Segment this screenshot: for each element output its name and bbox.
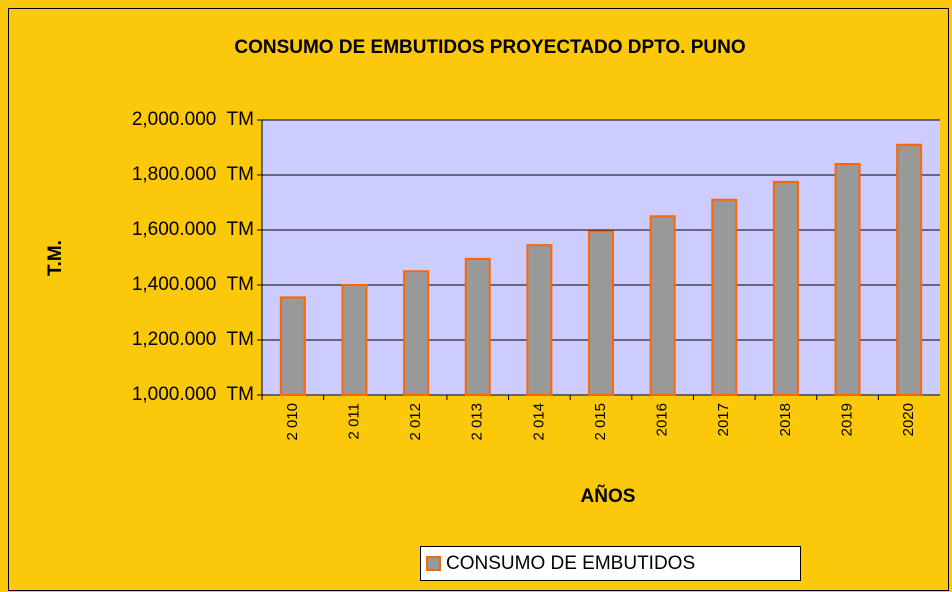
legend-label: CONSUMO DE EMBUTIDOS	[446, 553, 695, 574]
bar	[649, 215, 676, 396]
y-tick-label: 1,600.000 TM	[132, 219, 254, 240]
y-tick-label: 1,000.000 TM	[132, 384, 254, 405]
bar	[341, 284, 368, 396]
bar	[711, 198, 738, 396]
x-tick-label: 2017	[715, 403, 732, 436]
bar	[772, 180, 799, 396]
x-tick-label: 2 012	[407, 403, 424, 441]
bar	[588, 230, 614, 396]
x-axis-title: AÑOS	[581, 485, 636, 507]
x-tick-label: 2 013	[469, 403, 486, 441]
x-tick-label: 2 014	[530, 403, 547, 441]
bar	[464, 257, 491, 396]
x-tick-label: 2018	[777, 403, 794, 436]
legend-swatch	[426, 556, 441, 571]
y-tick-label: 1,200.000 TM	[132, 329, 254, 350]
y-tick-label: 1,800.000 TM	[132, 164, 254, 185]
x-tick-label: 2020	[900, 403, 917, 436]
x-tick-label: 2 010	[284, 403, 301, 441]
x-tick-label: 2 015	[592, 403, 609, 441]
chart-title: CONSUMO DE EMBUTIDOS PROYECTADO DPTO. PU…	[234, 37, 745, 58]
bar	[834, 163, 861, 396]
bar	[403, 270, 430, 396]
x-tick-label: 2016	[654, 403, 671, 436]
chart-border	[8, 8, 949, 591]
y-axis-title: T.M.	[45, 240, 66, 276]
legend-box	[420, 546, 801, 581]
y-tick-label: 1,400.000 TM	[132, 274, 254, 295]
bar	[279, 296, 306, 396]
y-tick-label: 2,000.000 TM	[132, 109, 254, 130]
x-tick-label: 2019	[839, 403, 856, 436]
bar	[526, 244, 553, 396]
x-tick-label: 2 011	[345, 403, 362, 439]
bar	[896, 143, 923, 396]
